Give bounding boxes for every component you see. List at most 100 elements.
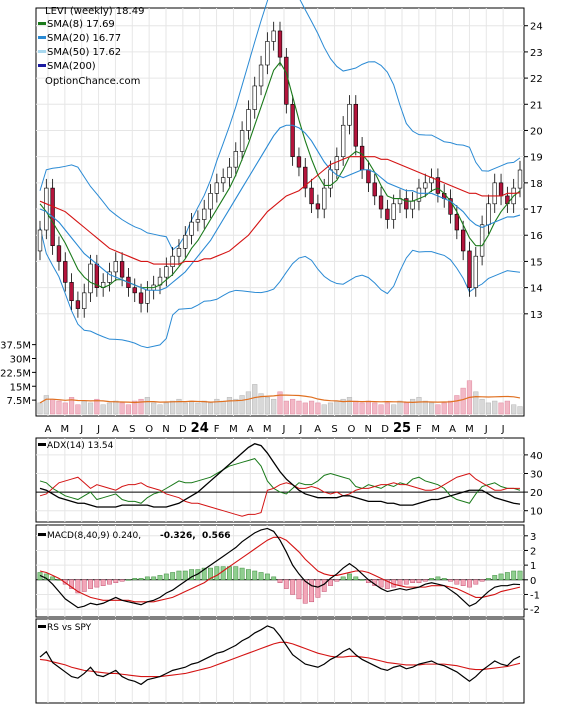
- volume-bar: [308, 400, 315, 415]
- volume-bar: [290, 398, 296, 415]
- candle-body: [189, 221, 194, 236]
- candle-body: [296, 156, 302, 168]
- volume-bar: [416, 397, 422, 415]
- macd-histogram-bar: [334, 579, 340, 582]
- legend-sma20: SMA(20) 16.77: [47, 33, 121, 44]
- candle-body: [492, 182, 497, 205]
- adx-title-swatch: [38, 443, 46, 446]
- sma20-line: [39, 124, 521, 291]
- macd-histogram-bar: [422, 579, 428, 582]
- volume-bar: [372, 402, 378, 415]
- candle-body: [56, 245, 62, 262]
- volume-bar: [277, 391, 283, 415]
- macd-histogram-bar: [347, 573, 352, 581]
- macd-histogram-bar: [252, 570, 258, 581]
- volume-tick-label: 37.5M: [0, 341, 31, 352]
- month-label: M: [465, 424, 474, 435]
- watermark: OptionChance.com: [45, 76, 140, 87]
- macd-histogram-bar: [233, 566, 239, 581]
- candle-body: [69, 282, 74, 302]
- month-label: J: [484, 424, 488, 435]
- month-label: A: [247, 424, 254, 435]
- macd-histogram-bar: [460, 579, 466, 586]
- macd-histogram-bar: [75, 579, 81, 594]
- candle-body: [479, 224, 485, 257]
- candle-body: [359, 145, 365, 171]
- month-label: N: [162, 424, 169, 435]
- candle-body: [372, 182, 377, 197]
- month-label: A: [112, 424, 119, 435]
- volume-average-line: [39, 394, 521, 404]
- macd-tick-label: -2: [530, 605, 540, 616]
- price-tick-label: 23: [530, 48, 543, 59]
- candle-body: [138, 292, 144, 304]
- macd-histogram-bar: [302, 579, 308, 604]
- macd-histogram-bar: [290, 579, 296, 595]
- chart-title: LEVI (weekly) 18.49: [45, 6, 144, 17]
- month-label: J: [79, 424, 83, 435]
- volume-bar: [81, 400, 87, 415]
- volume-bar: [195, 402, 201, 415]
- volume-bar: [239, 395, 245, 415]
- macd-histogram-bar: [441, 578, 447, 581]
- price-tick-label: 24: [530, 22, 543, 33]
- candle-body: [353, 103, 358, 147]
- price-tick-label: 18: [530, 179, 543, 190]
- adx-tick-label: 10: [530, 507, 543, 518]
- volume-bar: [441, 402, 447, 415]
- macd-histogram-bar: [119, 579, 125, 582]
- month-label: O: [145, 424, 153, 435]
- macd-histogram-bar: [245, 569, 251, 581]
- candle-body: [176, 248, 182, 257]
- macd-histogram-bar: [384, 579, 390, 589]
- candle-body: [517, 169, 523, 189]
- candle-body: [391, 203, 396, 220]
- candle-body: [271, 30, 276, 42]
- macd-histogram-bar: [410, 579, 416, 583]
- macd-histogram-bar: [214, 566, 220, 581]
- plus-di-line: [39, 458, 521, 504]
- volume-bar: [43, 395, 49, 415]
- volume-bar: [391, 404, 397, 415]
- volume-bar: [138, 398, 144, 415]
- volume-bar: [151, 402, 157, 415]
- macd-histogram-bar: [485, 578, 491, 581]
- macd-histogram-bar: [62, 579, 68, 585]
- macd-histogram-bar: [296, 579, 302, 600]
- price-tick-label: 13: [530, 310, 543, 321]
- volume-tick-label: 7.5M: [6, 396, 31, 407]
- macd-tick-label: 3: [530, 532, 536, 543]
- volume-bar: [132, 400, 138, 415]
- macd-histogram-bar: [201, 567, 207, 581]
- volume-bar: [113, 400, 119, 415]
- macd-histogram-bar: [403, 579, 409, 585]
- candle-body: [498, 182, 504, 197]
- macd-histogram-bar: [340, 576, 346, 581]
- volume-bar: [384, 402, 390, 415]
- macd-histogram-bar: [473, 579, 479, 585]
- price-tick-label: 22: [530, 74, 543, 85]
- volume-bar: [201, 400, 207, 415]
- candle-body: [315, 203, 321, 210]
- candle-body: [322, 187, 327, 210]
- price-tick-label: 16: [530, 231, 543, 242]
- volume-bar: [144, 397, 150, 415]
- price-tick-label: 15: [530, 257, 543, 268]
- legend: LEVI (weekly) 18.49 SMA(8) 17.69 SMA(20)…: [38, 6, 144, 87]
- volume-bar: [75, 404, 81, 415]
- candle-body: [467, 250, 472, 288]
- minus-di-line: [39, 472, 520, 517]
- volume-bar: [327, 402, 334, 415]
- month-label: S: [331, 424, 337, 435]
- macd-histogram-bar: [378, 579, 384, 588]
- macd-histogram-bar: [182, 570, 188, 581]
- candle-body: [44, 187, 49, 231]
- macd-histogram-bar: [50, 576, 56, 581]
- volume-bar: [100, 404, 106, 415]
- price-tick-label: 21: [530, 100, 543, 111]
- candle-body: [303, 166, 308, 189]
- macd-histogram-bar: [315, 579, 321, 598]
- macd-histogram-bar: [176, 570, 182, 581]
- candle-body: [334, 156, 340, 171]
- volume-bar: [68, 397, 75, 415]
